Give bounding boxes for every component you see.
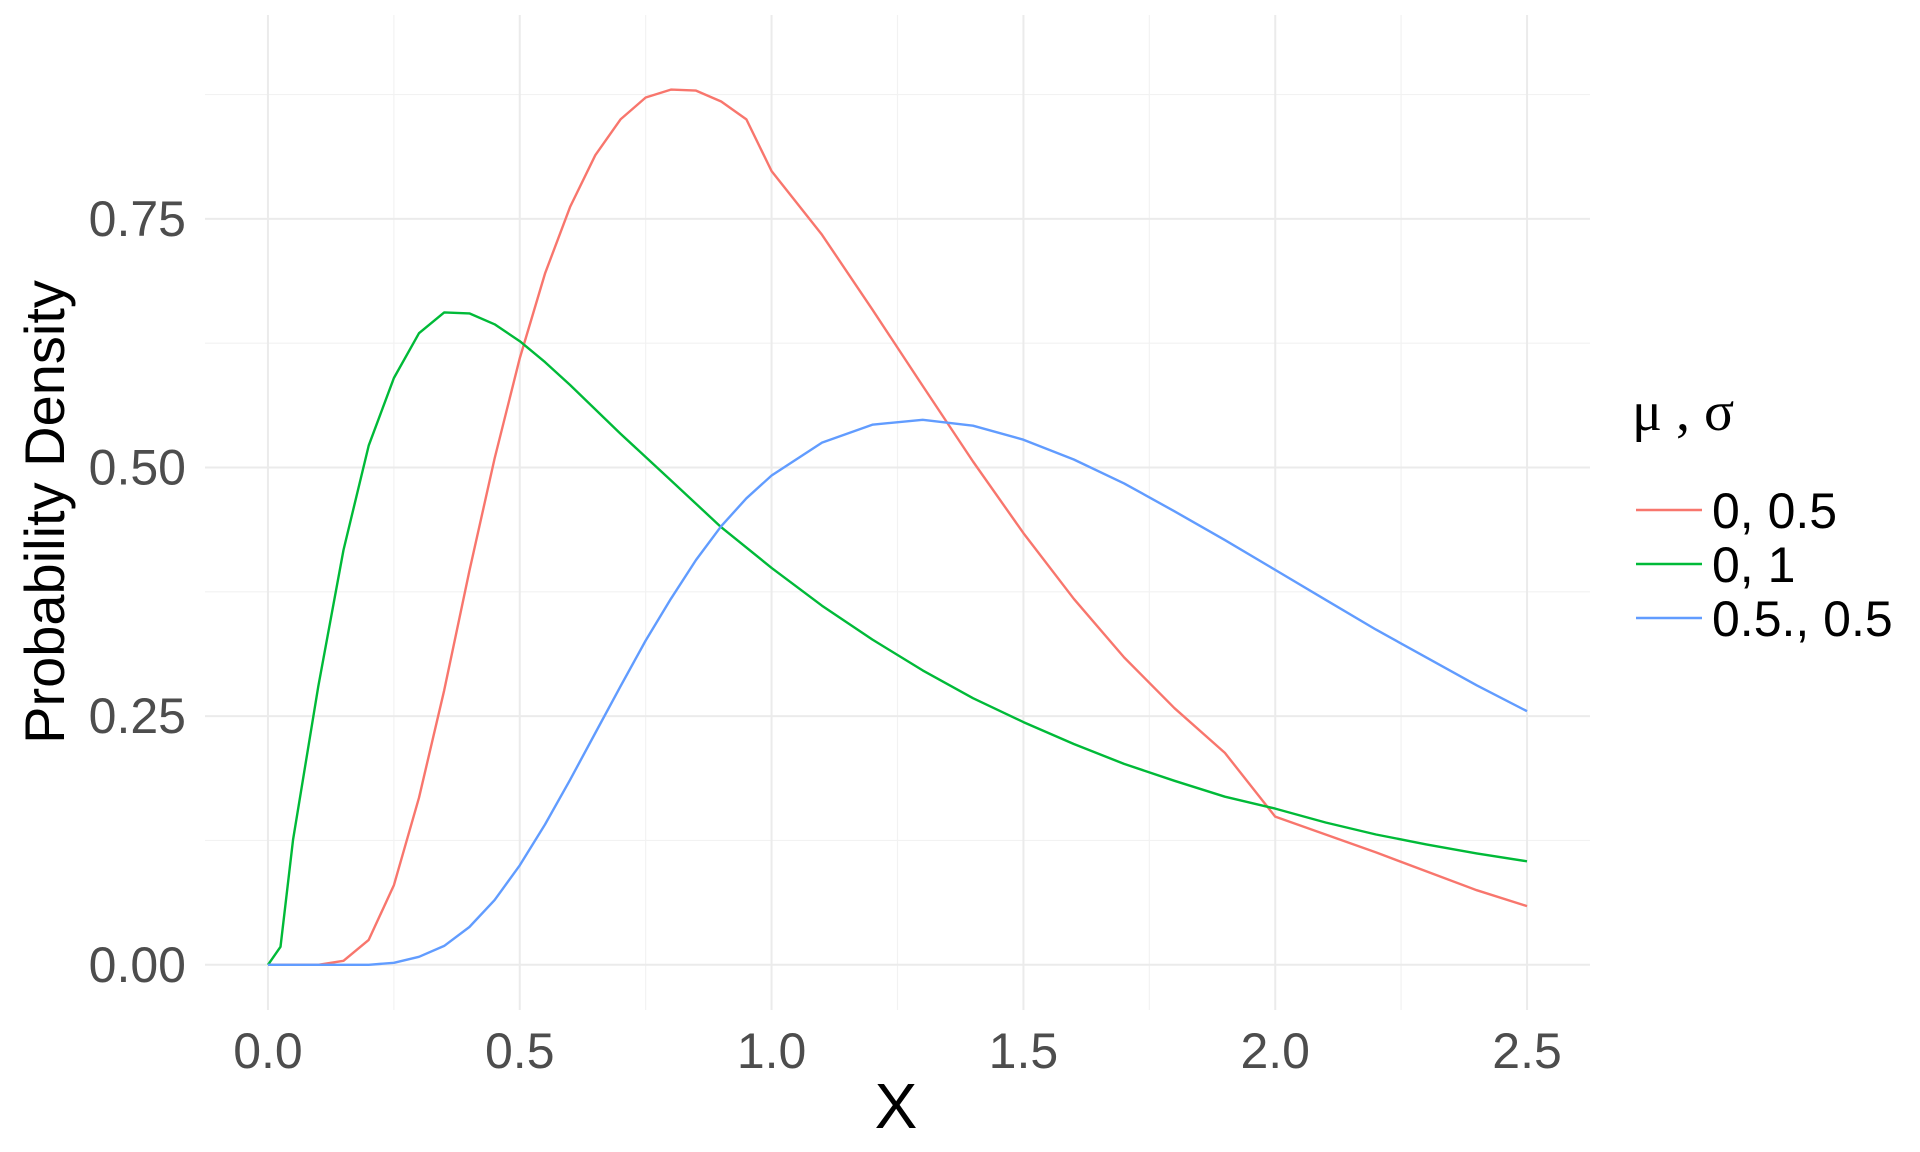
x-tick-label: 1.0: [737, 1023, 807, 1079]
x-tick-label: 0.5: [485, 1023, 555, 1079]
major-gridlines: [205, 15, 1590, 1010]
x-tick-label: 0.0: [233, 1023, 303, 1079]
minor-gridlines: [205, 15, 1590, 1010]
x-tick-label: 2.5: [1492, 1023, 1562, 1079]
y-tick-label: 0.25: [89, 688, 186, 744]
y-axis-title: Probability Density: [13, 280, 76, 744]
x-tick-label: 2.0: [1240, 1023, 1310, 1079]
x-tick-label: 1.5: [989, 1023, 1059, 1079]
series-line-1: [268, 88, 1528, 966]
legend: μ , σ 0, 0.50, 10.5., 0.5: [1632, 381, 1893, 647]
series-lines: [267, 88, 1528, 966]
legend-title: μ , σ: [1632, 381, 1734, 443]
legend-item: 0, 1: [1636, 537, 1795, 593]
legend-label: 0, 1: [1712, 537, 1795, 593]
legend-items: 0, 0.50, 10.5., 0.5: [1636, 483, 1893, 647]
y-tick-label: 0.75: [89, 191, 186, 247]
legend-label: 0, 0.5: [1712, 483, 1837, 539]
legend-item: 0, 0.5: [1636, 483, 1837, 539]
x-axis-tick-labels: 0.0 0.5 1.0 1.5 2.0 2.5: [233, 1023, 1562, 1079]
y-axis-tick-labels: 0.00 0.25 0.50 0.75: [89, 191, 186, 993]
y-tick-label: 0.00: [89, 937, 186, 993]
y-tick-label: 0.50: [89, 439, 186, 495]
legend-item: 0.5., 0.5: [1636, 591, 1893, 647]
series-line-3: [268, 418, 1528, 966]
x-axis-title: X: [875, 1070, 918, 1142]
legend-label: 0.5., 0.5: [1712, 591, 1893, 647]
